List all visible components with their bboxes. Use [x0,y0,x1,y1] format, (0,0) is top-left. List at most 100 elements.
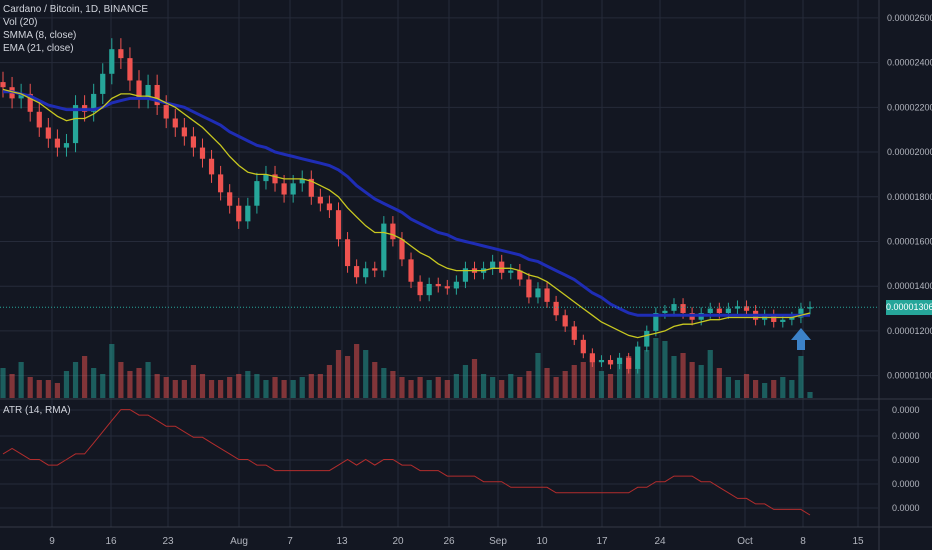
volume-bar [0,368,6,398]
time-tick-label: 13 [336,536,348,547]
candle [462,261,469,289]
candle [281,175,287,203]
candle-body [435,283,441,287]
candle [381,216,387,278]
volume-bar [254,374,260,398]
candle [798,302,804,324]
volume-bar [9,374,15,398]
candle-body [580,339,586,354]
price-tick-label: 0.00001000 [887,371,932,381]
volume-bar [272,377,278,398]
candle-body [72,105,79,144]
time-tick-label: 15 [852,536,864,547]
volume-bar [381,368,387,398]
candle-body [626,357,632,369]
time-tick-label: 16 [105,536,117,547]
price-tick-label: 0.00002600 [887,13,932,23]
candle [54,129,61,157]
smma-legend: SMMA (8, close) [3,30,77,41]
candle [154,74,160,115]
price-tick-label: 0.00001400 [887,281,932,291]
candle-body [671,304,677,311]
time-tick-label: 26 [443,536,455,547]
volume-bar [680,353,686,398]
volume-bar [453,374,459,398]
volume-bar [27,377,33,398]
volume-bar [181,380,187,398]
candle [426,277,432,302]
volume-bar [789,380,795,398]
candle-body [526,279,532,298]
candle-body [227,192,233,206]
candle-body [426,283,432,296]
candle [45,118,51,148]
volume-bar [417,377,423,398]
candle-body [0,82,6,88]
candle [163,95,169,129]
volume-bar [435,377,441,398]
candle [508,263,514,280]
candle-body [181,127,187,137]
candle-body [254,181,260,206]
atr-tick-label: 0.0000 [892,455,920,465]
volume-bar [616,365,623,398]
time-axis: 9 16 23 Aug 7 13 20 26 Sep 10 17 24 Oct 8 15 [49,536,864,547]
time-tick-label: 9 [49,536,55,547]
candle-body [245,205,251,222]
volume-bar [208,380,215,398]
candle-body [508,270,514,273]
candle [544,282,550,308]
candle-body [789,317,795,320]
candle-body [571,326,577,340]
candle-body [444,286,450,289]
volume-bar [752,380,759,398]
volume-bar [743,374,750,398]
ema-line [3,90,810,317]
atr-legend: ATR (14, RMA) [3,405,71,416]
candle [408,252,414,289]
candle-body [553,301,559,316]
candle [299,170,305,192]
candle [118,38,124,69]
volume-bar [626,356,632,398]
candle-body [372,268,378,271]
volume-bar [734,380,741,398]
volume-bar [54,383,61,398]
volume-bar [82,356,88,398]
volume-bars [0,338,813,398]
candle [136,70,142,109]
volume-bar [635,368,641,398]
candle [308,170,314,205]
candle-body [462,268,469,282]
candle [626,352,632,374]
candle [372,261,378,278]
candle [562,309,568,332]
volume-bar [490,377,496,398]
price-tick-label: 0.00001200 [887,326,932,336]
candle [571,320,577,346]
volume-bar [526,371,532,398]
volume-bar [145,362,151,398]
volume-bar [236,374,242,398]
volume-bar [644,350,650,398]
candle-body [725,308,731,314]
volume-bar [653,338,659,398]
candle [127,47,133,91]
atr-tick-label: 0.0000 [892,405,920,415]
volume-bar [344,356,351,398]
volume-bar [299,377,305,398]
candle [580,334,586,359]
time-tick-label: 20 [392,536,404,547]
volume-bar [91,368,97,398]
symbol-legend: Cardano / Bitcoin, 1D, BINANCE [3,4,149,15]
candle-body [136,80,142,99]
volume-bar [172,380,178,398]
candle-body [499,261,505,273]
candle-body [743,306,750,311]
candle-body [208,158,215,175]
candle [254,172,260,214]
ema-legend: EMA (21, close) [3,43,74,54]
candle [236,197,242,229]
atr-tick-label: 0.0000 [892,431,920,441]
